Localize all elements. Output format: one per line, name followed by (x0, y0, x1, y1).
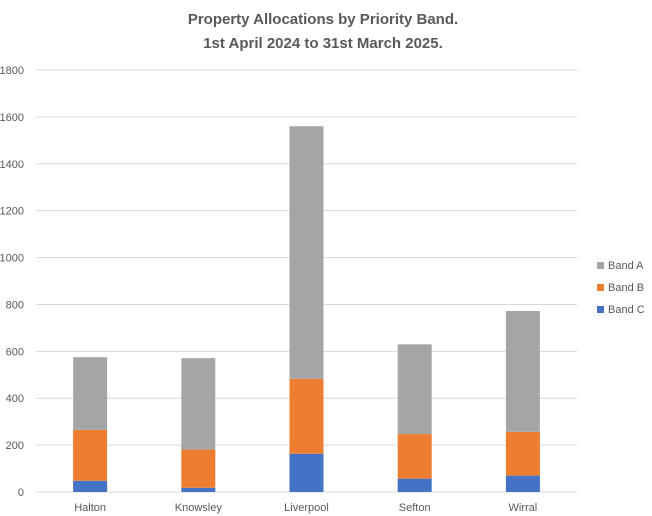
bar-segment (397, 478, 432, 492)
y-tick-label: 0 (18, 487, 24, 499)
x-tick-label: Wirral (509, 502, 538, 514)
y-tick-label: 1600 (0, 112, 24, 124)
bar-segment (181, 449, 216, 488)
legend-swatch (597, 284, 604, 291)
y-axis: 0 200 400 600 800 1000 1200 1400 1600 1800 (0, 65, 24, 499)
bar-segment (181, 358, 216, 450)
x-tick-label: Halton (74, 502, 106, 514)
legend-swatch (597, 262, 604, 269)
bar-segment (73, 357, 108, 430)
y-tick-label: 1400 (0, 159, 24, 171)
bars (73, 126, 540, 492)
bar-segment (505, 311, 540, 432)
x-tick-label: Liverpool (284, 502, 329, 514)
bar-segment (73, 480, 108, 492)
chart-title-line-2: 1st April 2024 to 31st March 2025. (203, 35, 443, 52)
bar-segment (397, 344, 432, 435)
y-tick-label: 800 (6, 299, 24, 311)
x-tick-label: Sefton (399, 502, 431, 514)
chart-title-line-1: Property Allocations by Priority Band. (188, 11, 458, 28)
legend-swatch (597, 306, 604, 313)
legend: Band A Band B Band C (597, 260, 645, 316)
y-tick-label: 200 (6, 440, 24, 452)
y-tick-label: 1000 (0, 253, 24, 265)
bar-segment (289, 453, 324, 492)
bar-segment (505, 431, 540, 476)
legend-label: Band B (608, 282, 644, 294)
bar-segment (73, 429, 108, 481)
y-tick-label: 400 (6, 393, 24, 405)
bar-segment (505, 475, 540, 492)
y-tick-label: 1200 (0, 206, 24, 218)
y-tick-label: 600 (6, 346, 24, 358)
x-tick-label: Knowsley (175, 502, 223, 514)
bar-segment (181, 487, 216, 492)
legend-label: Band A (608, 260, 644, 272)
bar-segment (289, 378, 324, 454)
y-tick-label: 1800 (0, 65, 24, 77)
bar-segment (397, 434, 432, 479)
bar-segment (289, 126, 324, 379)
x-axis: Halton Knowsley Liverpool Sefton Wirral (74, 502, 537, 514)
legend-label: Band C (608, 304, 645, 316)
